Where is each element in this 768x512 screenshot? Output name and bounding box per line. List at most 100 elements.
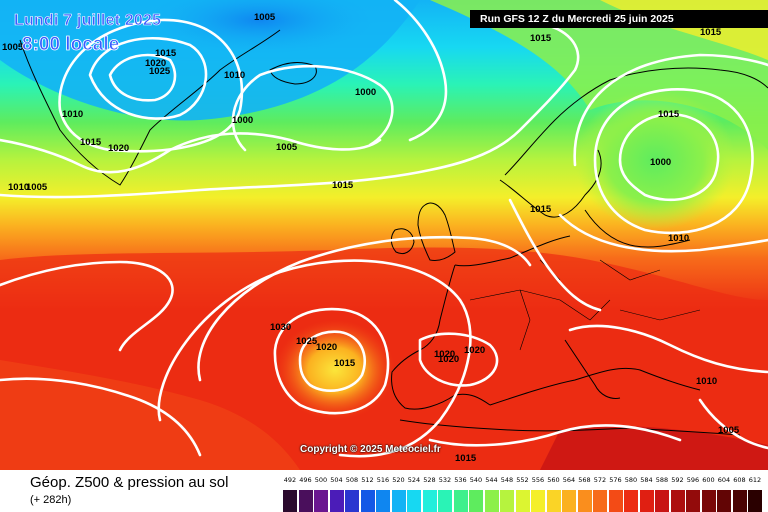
scale-tick-label: 496 [299,476,312,484]
isobar-label: 1020 [145,58,166,69]
scale-tick-label: 500 [314,476,328,484]
isobar-label: 1015 [658,109,680,120]
scale-tick-label: 552 [516,476,529,484]
country-borders [469,259,701,351]
isobar-line [0,260,174,352]
isobar-line [698,398,768,450]
scale-tick-label: 580 [624,476,638,484]
isobar-label: 1020 [464,345,485,356]
baltic-coast [584,209,691,248]
isobar-label: 1005 [254,12,276,23]
greenland-coast [19,29,281,186]
scale-swatch [717,490,731,512]
scale-swatch [748,490,762,512]
scale-swatch [701,490,716,512]
scale-tick-label: 516 [376,476,390,484]
isobar-line [418,332,499,387]
scale-swatch [391,490,406,512]
scale-tick-label: 536 [454,476,467,484]
scale-swatch [546,490,561,512]
scale-tick-label: 604 [717,476,731,484]
isobar-line [508,198,602,312]
isobar-line [568,324,768,374]
isobar-line [108,53,177,102]
isobar-line [58,18,244,153]
isobar-label: 1010 [8,182,29,193]
isobar-label: 1025 [296,336,318,347]
scale-swatch [593,490,607,512]
scale-tick-label: 588 [655,476,669,484]
isobar-label: 1015 [80,137,102,148]
isobar-line [618,112,720,202]
isobar-line [393,0,448,142]
isobar-label: 1015 [155,48,177,59]
scale-swatch [314,490,328,512]
isobar-line [298,330,367,392]
isobars [0,0,768,456]
isobar-label: 1010 [224,70,245,81]
scale-tick-label: 564 [562,476,576,484]
scale-swatch [453,490,468,512]
scandinavia-coast [504,67,768,176]
mediterranean-coast [489,339,701,406]
scale-swatch [515,490,530,512]
scale-swatch [531,490,545,512]
forecast-date: Lundi 7 juillet 2025 [14,12,162,30]
scale-tick-label: 520 [392,476,405,484]
britain-coast [417,202,456,261]
isobar-label: 1015 [530,33,552,44]
scale-tick-label: 544 [485,476,498,484]
scale-swatch [500,490,514,512]
scale-swatch [624,490,638,512]
isobar-labels: 1005 1005 1015 1020 1025 1010 1015 1000 … [2,12,740,464]
scale-tick-label: 560 [547,476,560,484]
lead-time: (+ 282h) [30,494,72,506]
isobar-label: 1000 [650,157,671,168]
isobar-label: 1015 [455,453,477,464]
isobar-label: 1030 [270,322,291,333]
isobar-label: 1000 [355,87,376,98]
scale-swatch [298,490,313,512]
scale-swatch [639,490,654,512]
isobar-line [558,213,768,253]
field-title: Géop. Z500 & pression au sol [30,474,229,491]
isobar-label: 1010 [696,376,717,387]
scale-swatch [422,490,437,512]
scale-tick-label: 548 [500,476,514,484]
isobar-line [428,424,682,447]
scale-swatch [484,490,499,512]
scale-swatch [376,490,390,512]
isobar-label: 1005 [26,182,48,193]
scale-tick-label: 584 [640,476,653,484]
scale-tick-label: 572 [593,476,607,484]
scale-tick-label: 568 [578,476,591,484]
scale-swatch [577,490,592,512]
isobar-label: 1000 [232,115,253,126]
isobar-label: 1020 [438,354,459,365]
isobar-line [197,235,532,382]
scale-swatch [283,490,297,512]
scale-tick-label: 508 [345,476,359,484]
scale-swatch [407,490,421,512]
isobar-line [231,65,394,152]
isobar-line [273,307,390,415]
norway-coast [499,149,602,218]
isobar-line [573,53,768,167]
scale-tick-label: 608 [733,476,746,484]
scale-tick-label: 612 [748,476,762,484]
scale-tick-label: 524 [407,476,421,484]
scale-tick-label: 540 [469,476,483,484]
isobar-label: 1005 [2,42,24,53]
isobar-label: 1010 [62,109,83,120]
isobar-label: 1020 [316,342,337,353]
isobar-label: 1015 [700,27,722,38]
scale-swatch [732,490,747,512]
scale-tick-label: 504 [330,476,343,484]
scale-swatch [670,490,685,512]
isobar-line [0,132,382,174]
isobar-label: 1020 [108,143,129,154]
scale-tick-label: 596 [686,476,700,484]
model-run-banner: Run GFS 12 Z du Mercredi 25 juin 2025 [470,10,768,28]
scale-tick-label: 492 [283,476,297,484]
scale-swatch [655,490,669,512]
